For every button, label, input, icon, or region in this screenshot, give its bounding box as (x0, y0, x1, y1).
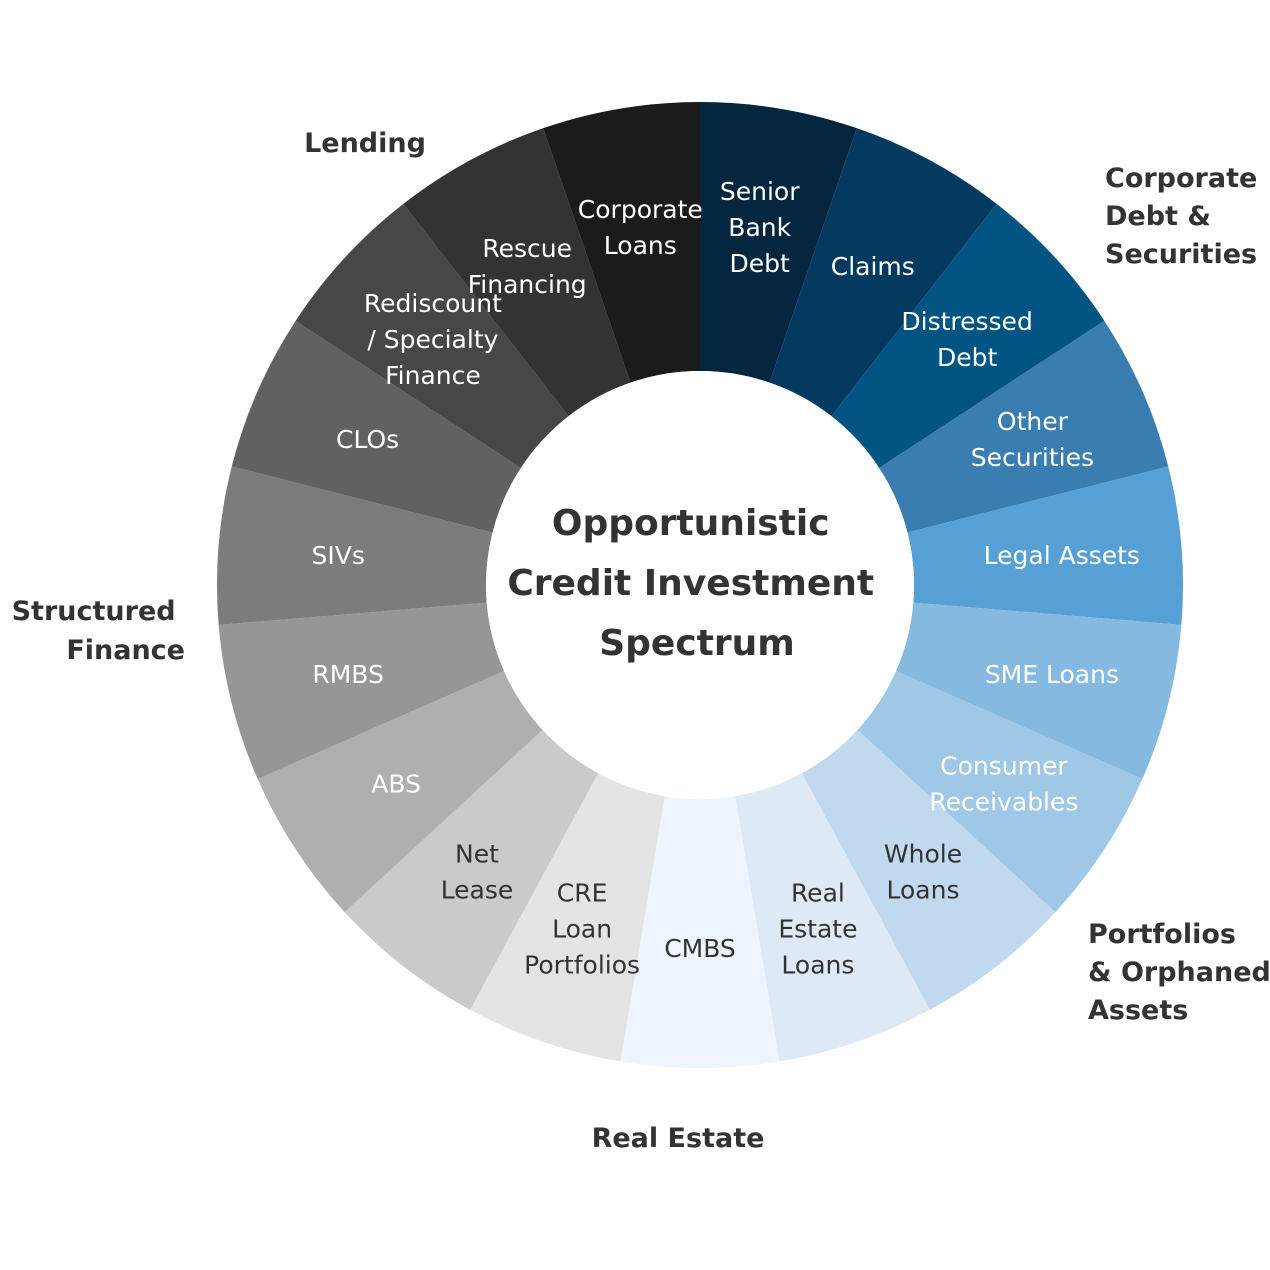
segment-label: CRE Loan Portfolios (524, 878, 640, 979)
labels-layer: Senior Bank Debt Claims Distressed Debt Other S… (312, 177, 1140, 979)
segment-label: Consumer Receivables (929, 752, 1078, 817)
segment-clos (231, 320, 521, 533)
segment-legal-assets (907, 466, 1183, 625)
segment-label: CLOs (336, 425, 399, 454)
segment-label: RMBS (312, 660, 384, 689)
segment-label: CMBS (664, 934, 736, 963)
segment-label-line: Net (455, 840, 499, 869)
segment-label-line: Loans (604, 231, 677, 260)
segment-label-line: Financing (468, 270, 587, 299)
segment-label-line: Whole (884, 840, 962, 869)
center-title-line: Spectrum (599, 623, 795, 664)
segment-corporate-loans (543, 102, 700, 383)
segment-label-line: Estate (778, 914, 857, 943)
segment-label: Senior Bank Debt (720, 177, 800, 278)
segment-label: Real Estate Loans (778, 878, 857, 979)
segment-rescue-financing (403, 128, 631, 417)
segment-abs (257, 670, 543, 913)
segment-label-line: Claims (831, 252, 915, 281)
group-label-structured-finance: Structured Finance (12, 596, 185, 666)
center-title-line: Opportunistic (552, 503, 830, 544)
segment-consumer-receivables (857, 670, 1143, 913)
segment-distressed-debt (831, 203, 1105, 468)
segment-other-securities (879, 320, 1169, 533)
segment-label: Claims (831, 252, 915, 281)
segments-layer (216, 101, 1183, 1068)
segment-label-line: Bank (728, 213, 791, 242)
groups-layer: Lending Corporate Debt & Securities Stru… (12, 128, 1270, 1154)
segment-label-line: Distressed (901, 307, 1032, 336)
center-title: Opportunistic Credit Investment Spectrum (507, 503, 886, 664)
segment-rediscount-specialty-finance (295, 203, 569, 468)
segment-label-line: Rediscount (364, 289, 502, 318)
segment-label-line: Debt (937, 343, 998, 372)
center-title-line: Credit Investment (507, 563, 874, 604)
segment-label-line: Corporate (578, 195, 703, 224)
segment-label-line: Loans (887, 876, 960, 905)
group-label-portfolios: Portfolios & Orphaned Assets (1088, 919, 1270, 1026)
segment-label: Rediscount / Specialty Finance (364, 289, 502, 390)
segment-label: Whole Loans (884, 840, 962, 905)
group-label-real-estate: Real Estate (592, 1123, 765, 1154)
segment-label: Net Lease (441, 840, 514, 905)
segment-label-line: RMBS (312, 660, 384, 689)
segment-label-line: CRE (557, 878, 608, 907)
segment-whole-loans (801, 729, 1056, 1010)
segment-label-line: / Specialty (367, 325, 498, 354)
segment-cre-loan-portfolios (470, 773, 665, 1062)
segment-label: SIVs (312, 541, 365, 570)
segment-label-line: Loans (781, 950, 854, 979)
center-hole (486, 371, 914, 799)
segment-net-lease (344, 729, 599, 1010)
segment-label-line: Rescue (482, 234, 572, 263)
segment-label: SME Loans (985, 660, 1119, 689)
group-label-corporate-debt: Corporate Debt & Securities (1105, 163, 1267, 270)
segment-label-line: Portfolios (524, 950, 640, 979)
segment-label-line: Lease (441, 876, 514, 905)
segment-claims (769, 128, 997, 417)
segment-label-line: Debt (730, 249, 791, 278)
segment-label-line: Other (997, 407, 1069, 436)
segment-label-line: CMBS (664, 934, 736, 963)
segment-label-line: SME Loans (985, 660, 1119, 689)
segment-label-line: Legal Assets (984, 541, 1140, 570)
segment-label-line: Securities (971, 443, 1094, 472)
segment-label-line: SIVs (312, 541, 365, 570)
segment-label: Other Securities (971, 407, 1094, 472)
segment-real-estate-loans (735, 773, 930, 1062)
segment-label-line: Loan (552, 914, 612, 943)
segment-rmbs (218, 602, 505, 780)
segment-label-line: Finance (385, 361, 481, 390)
segment-cmbs (620, 796, 780, 1068)
segment-label-line: ABS (371, 770, 421, 799)
segment-label-line: CLOs (336, 425, 399, 454)
segment-sivs (216, 466, 493, 625)
segment-label-line: Real (791, 878, 845, 907)
segment-label: Corporate Loans (578, 195, 703, 260)
segment-label: Legal Assets (984, 541, 1140, 570)
segment-label-line: Consumer (940, 752, 1068, 781)
segment-label: Distressed Debt (901, 307, 1032, 372)
segment-label: ABS (371, 770, 421, 799)
segment-senior-bank-debt (700, 101, 857, 383)
group-label-lending: Lending (304, 128, 426, 159)
segment-label-line: Receivables (929, 788, 1078, 817)
segment-label: Rescue Financing (468, 234, 587, 299)
segment-label-line: Senior (720, 177, 800, 206)
segment-sme-loans (895, 602, 1182, 780)
